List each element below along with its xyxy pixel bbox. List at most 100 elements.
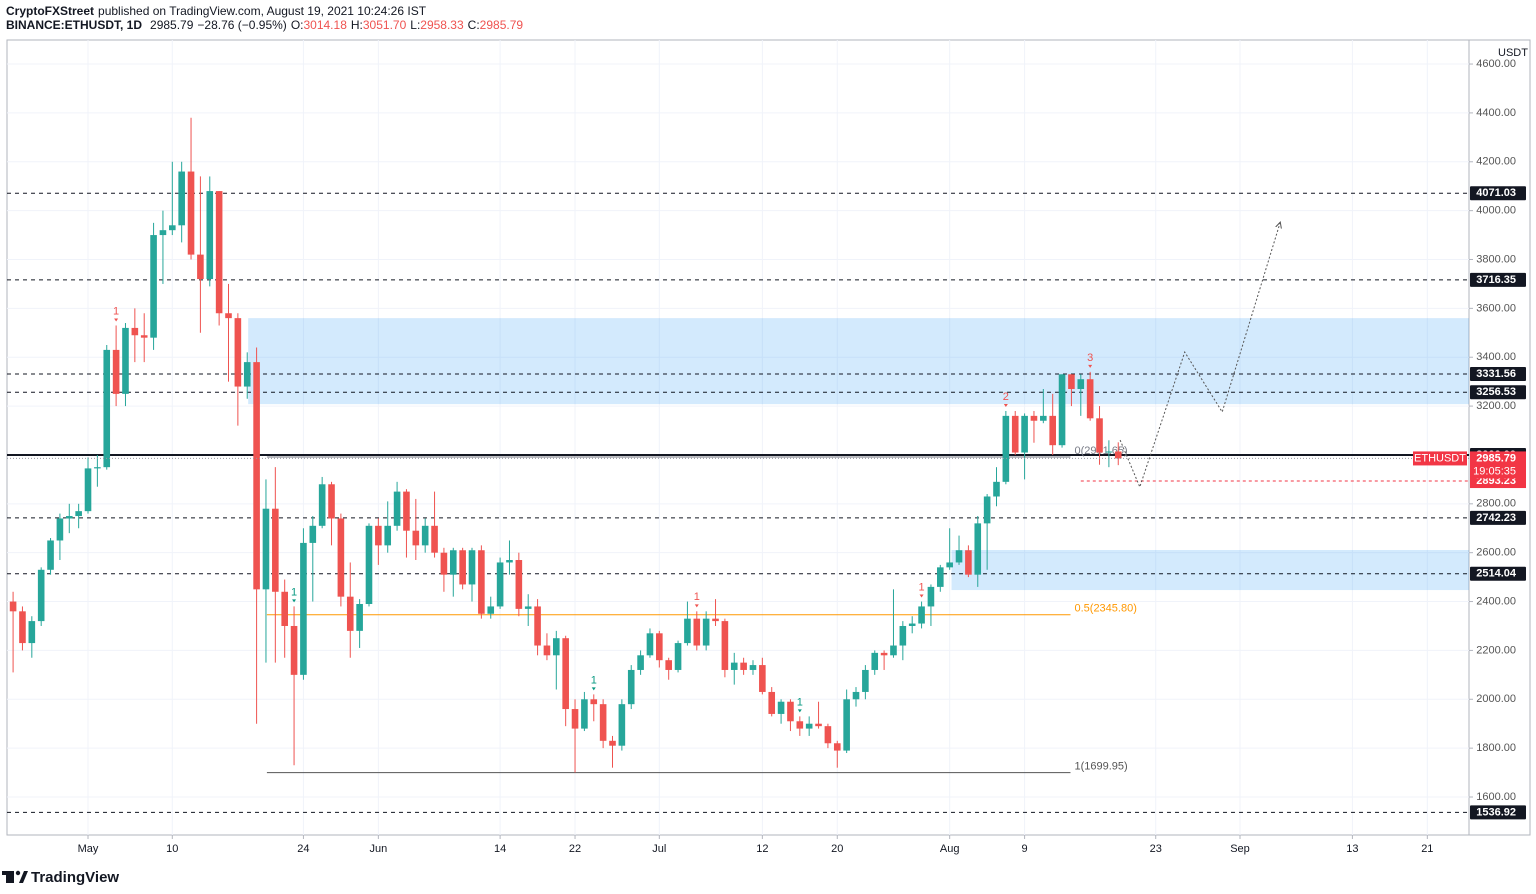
candle-body	[983, 496, 991, 524]
candle-body	[993, 481, 1000, 497]
candle-body	[712, 618, 719, 622]
y-tick-label: 3200.00	[1476, 400, 1516, 412]
y-tick-label: 2600.00	[1476, 547, 1516, 559]
symbol: BINANCE:ETHUSDT, 1D	[6, 18, 142, 32]
ohlc-label: H:	[351, 18, 363, 32]
candle-body	[974, 523, 982, 575]
candle-body	[346, 596, 354, 631]
candle-body	[290, 625, 298, 675]
ohlc-value: 3051.70	[363, 18, 407, 32]
candle-body	[740, 662, 747, 670]
candle-body	[674, 643, 682, 670]
candle-body	[403, 491, 410, 531]
td-count: 1	[694, 591, 700, 603]
candle-body	[309, 525, 317, 543]
td-marker	[292, 599, 297, 603]
candle-body	[553, 638, 560, 656]
candle-body	[375, 525, 382, 546]
td-marker	[797, 709, 802, 713]
level-box	[1470, 385, 1526, 400]
candle-body	[47, 540, 54, 570]
td-marker	[591, 687, 596, 691]
candle-body	[1105, 451, 1113, 453]
candle-body	[749, 665, 757, 670]
candle-body	[862, 669, 869, 692]
candle-body	[656, 633, 663, 661]
level-label: 2742.23	[1476, 512, 1516, 524]
ohlc-value: 2958.33	[420, 18, 464, 32]
candle-body	[272, 508, 279, 592]
td-count: 1	[919, 581, 925, 593]
candle-body	[937, 567, 944, 587]
td-count: 1	[113, 305, 119, 317]
y-tick-label: 3600.00	[1476, 302, 1516, 314]
level-label: 3331.56	[1476, 368, 1516, 380]
candle-body	[946, 562, 953, 568]
candle-body	[468, 550, 476, 585]
ohlc-value: 3014.18	[303, 18, 347, 32]
change-text: −28.76 (−0.95%)	[197, 18, 286, 32]
candle-body	[534, 606, 541, 646]
y-tick-label: 4400.00	[1476, 107, 1516, 119]
candle-body	[94, 467, 101, 469]
x-tick-label: 14	[494, 843, 506, 855]
candle-body	[431, 525, 438, 553]
candle-body	[955, 550, 963, 563]
candle-body	[908, 623, 916, 626]
candle-body	[637, 655, 644, 670]
candle-body	[496, 562, 504, 607]
candle-body	[19, 611, 26, 644]
x-tick-label: Sep	[1230, 843, 1250, 855]
x-tick-label: 13	[1346, 843, 1358, 855]
y-tick-label: 1800.00	[1476, 742, 1516, 754]
candle-body	[1011, 415, 1019, 453]
y-tick-label: 3400.00	[1476, 351, 1516, 363]
ohlc-value: 2985.79	[480, 18, 524, 32]
level-box	[1470, 566, 1526, 581]
candle-body	[84, 468, 92, 512]
candle-body	[833, 743, 841, 751]
candle-body	[28, 621, 36, 644]
candle-body	[56, 518, 64, 541]
candle-body	[543, 645, 551, 656]
candle-body	[328, 484, 335, 519]
x-tick-label: May	[78, 843, 99, 855]
level-label: 3256.53	[1476, 386, 1516, 398]
footer-logo	[2, 870, 28, 883]
candle-body	[393, 491, 401, 526]
candle-body	[337, 518, 345, 597]
candle-body	[187, 171, 195, 255]
candle-body	[759, 665, 766, 692]
candle-body	[1040, 415, 1047, 421]
zone	[248, 318, 1469, 405]
x-tick-label: 20	[831, 843, 843, 855]
x-tick-label: 9	[1022, 843, 1028, 855]
candle-body	[281, 591, 288, 626]
candle-body	[103, 349, 111, 468]
candle-body	[459, 550, 466, 585]
x-tick-label: Jun	[369, 843, 387, 855]
candle-body	[159, 230, 167, 236]
x-tick-label: 23	[1150, 843, 1162, 855]
candle-body	[215, 191, 223, 314]
last-price-label: 2985.79	[1476, 452, 1516, 464]
y-tick-label: 2200.00	[1476, 644, 1516, 656]
candle-body	[449, 550, 457, 575]
zone	[951, 549, 1469, 591]
author: CryptoFXStreet	[6, 4, 94, 18]
candle-body	[440, 552, 448, 575]
candle-body	[581, 699, 588, 729]
candle-body	[571, 709, 579, 729]
level-label: 2514.04	[1476, 568, 1517, 580]
candle-body	[730, 662, 738, 670]
candle-body	[599, 704, 607, 741]
candle-body	[590, 699, 598, 705]
candle-body	[890, 645, 897, 656]
currency: USDT	[1498, 47, 1528, 59]
candle-body	[684, 618, 691, 644]
ohlc-label: L:	[410, 18, 420, 32]
y-tick-label: 4200.00	[1476, 156, 1516, 168]
candle-body	[1086, 379, 1094, 419]
